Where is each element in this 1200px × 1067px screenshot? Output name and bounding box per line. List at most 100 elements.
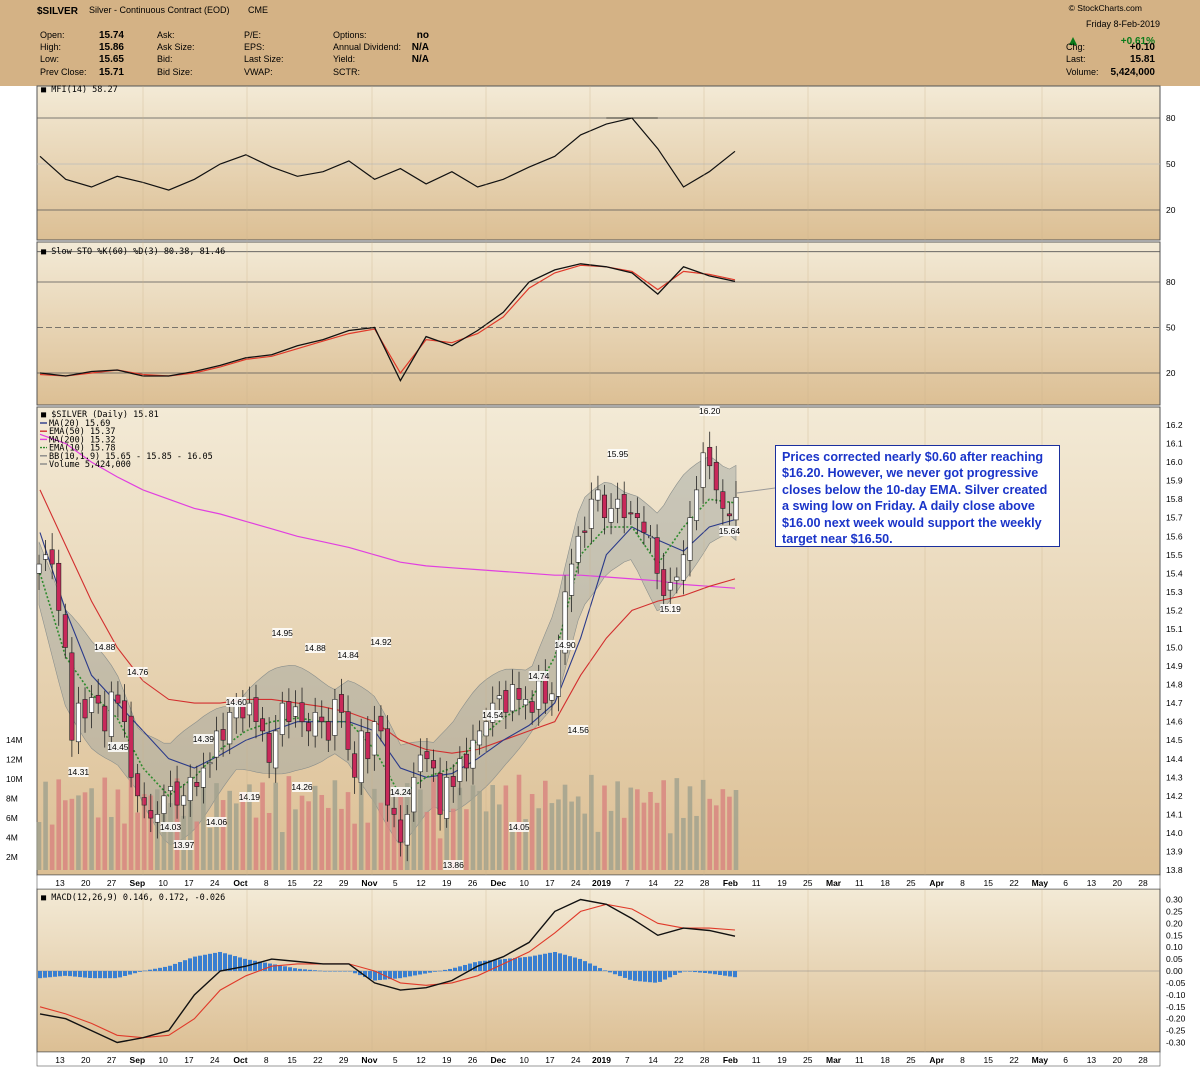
x-axis-label: 19: [442, 878, 452, 888]
volume-bar: [628, 787, 634, 870]
candle-body: [641, 521, 647, 533]
price-tick-label: 14.0: [1166, 828, 1183, 838]
candle-body: [253, 697, 259, 722]
stat-value: 15.65: [99, 54, 124, 65]
volume-tick-label: 14M: [6, 735, 23, 745]
candle-body: [601, 494, 607, 519]
x-axis-label: 18: [880, 1055, 890, 1065]
macd-histogram-bar: [618, 971, 622, 977]
volume-bar: [161, 800, 167, 870]
macd-histogram-bar: [588, 963, 592, 971]
bollinger-band: [38, 455, 737, 847]
x-axis-label: Feb: [723, 1055, 738, 1065]
stat-value: N/A: [412, 54, 429, 65]
stat-label: VWAP:: [244, 67, 273, 77]
macd-histogram-bar: [203, 954, 207, 971]
price-annotation-bg: [173, 840, 194, 850]
x-axis-label: 29: [339, 878, 349, 888]
macd-histogram-bar: [333, 971, 337, 972]
mfi-tick-label: 20: [1166, 205, 1176, 215]
candle-body: [306, 722, 312, 732]
candle-body: [628, 512, 634, 515]
candle-body: [477, 730, 483, 746]
candle-body: [509, 684, 515, 712]
volume-bar: [556, 799, 561, 870]
macd-line: [39, 898, 736, 1044]
volume-bar: [63, 800, 68, 870]
x-axis-label: 13: [55, 1055, 65, 1065]
macd-histogram-bar: [413, 971, 417, 976]
candle-body: [121, 700, 127, 722]
x-axis-label: 17: [545, 1055, 555, 1065]
candle-body: [95, 694, 101, 704]
volume-bar: [365, 822, 371, 870]
volume-bar: [608, 810, 614, 870]
candle-body: [569, 563, 575, 596]
price-annotation: 14.76: [127, 667, 149, 677]
macd-histogram-bar: [613, 971, 617, 975]
volume-bar: [69, 798, 75, 870]
x-axis-label: Nov: [361, 1055, 377, 1065]
x-axis-label: 15: [287, 1055, 297, 1065]
price-annotation-bg: [338, 650, 359, 660]
volume-bar: [602, 785, 607, 870]
price-annotation: 14.90: [554, 640, 576, 650]
price-annotation-bg: [94, 642, 115, 652]
candle-body: [615, 498, 621, 509]
macd-histogram-bar: [48, 971, 52, 978]
macd-histogram-bar: [703, 971, 707, 973]
candle-body: [312, 712, 318, 737]
stat-value: N/A: [412, 42, 429, 53]
volume-bar: [168, 803, 173, 870]
x-axis-label: 10: [158, 878, 168, 888]
price-tick-label: 14.4: [1166, 754, 1183, 764]
macd-histogram-bar: [183, 960, 187, 971]
macd-histogram-bar: [173, 963, 177, 971]
macd-histogram-bar: [38, 971, 42, 979]
volume-bar: [529, 794, 535, 870]
macd-histogram-bar: [448, 968, 452, 971]
macd-histogram-bar: [98, 971, 102, 979]
price-annotation: 14.26: [291, 782, 313, 792]
price-annotation-bg: [305, 643, 326, 653]
macd-histogram-bar: [353, 971, 357, 974]
volume-bar: [582, 813, 588, 870]
price-tick-label: 15.0: [1166, 643, 1183, 653]
x-axis-label: 10: [519, 1055, 529, 1065]
volume-bar: [102, 777, 108, 870]
sto-d-line: [39, 264, 736, 377]
x-axis-label: 22: [674, 878, 684, 888]
x-axis-label: 8: [264, 878, 269, 888]
macd-histogram-bar: [233, 956, 237, 971]
volume-bar: [457, 787, 463, 870]
candle-body: [135, 773, 141, 797]
macd-histogram-bar: [423, 971, 427, 974]
macd-histogram-bar: [78, 971, 82, 978]
price-annotation: 14.03: [160, 822, 182, 832]
price-legend-item: EMA(10) 15.78: [49, 444, 116, 454]
price-legend-title: ■ $SILVER (Daily) 15.81: [41, 410, 159, 420]
watermark: © StockCharts.com: [1069, 3, 1142, 13]
price-tick-label: 14.8: [1166, 680, 1183, 690]
volume-bar: [319, 794, 325, 870]
volume-bar: [233, 803, 239, 870]
candle-body: [687, 517, 693, 561]
macd-histogram-bar: [223, 953, 227, 971]
volume-bar: [89, 788, 94, 870]
volume-bar: [378, 802, 384, 870]
volume-bar: [523, 819, 528, 870]
macd-histogram-bar: [678, 971, 682, 973]
candle-body: [36, 563, 42, 574]
x-axis-label: 17: [545, 878, 555, 888]
candle-body: [194, 782, 200, 787]
candle-body: [378, 715, 384, 732]
volume-tick-label: 8M: [6, 794, 18, 804]
volume-bar: [503, 785, 509, 870]
candle-body: [220, 729, 226, 741]
x-axis-label: 25: [906, 1055, 916, 1065]
x-axis-label: 11: [752, 878, 761, 888]
macd-histogram-bar: [118, 971, 122, 978]
volume-bar: [470, 785, 476, 870]
macd-histogram-bar: [638, 971, 642, 982]
stat-value: 15.86: [99, 42, 124, 53]
